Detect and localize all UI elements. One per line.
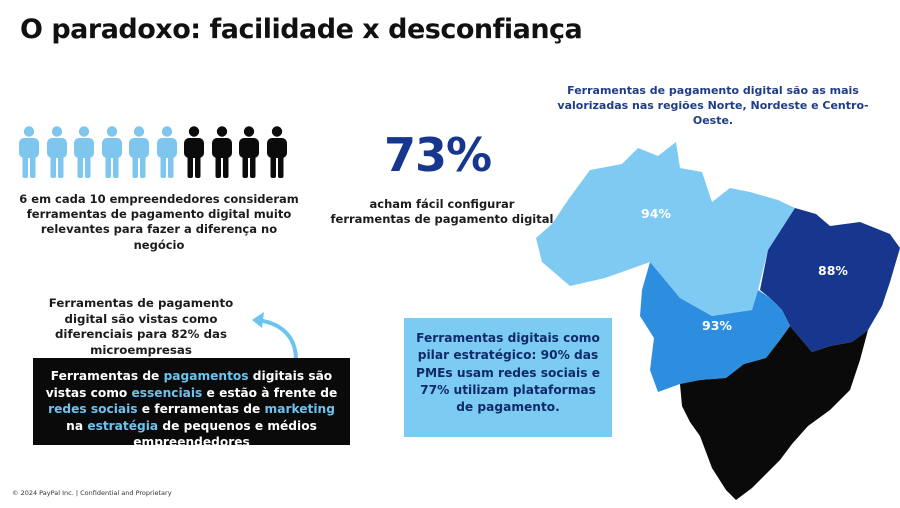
person-icon xyxy=(46,126,67,178)
curved-arrow-icon xyxy=(252,312,298,362)
six-in-ten-stat: 6 em cada 10 empreendedores consideram f… xyxy=(19,192,299,252)
person-icon xyxy=(19,126,39,178)
footer-copyright: © 2024 PayPal Inc. | Confidential and Pr… xyxy=(12,489,172,497)
dark-box-text: Ferramentas de pagamentos digitais são v… xyxy=(46,369,338,449)
text-segment: digitais são vistas como xyxy=(45,369,333,400)
blue-strategy-box: Ferramentas digitais como pilar estratég… xyxy=(404,318,612,437)
person-icon xyxy=(101,126,122,178)
person-icon xyxy=(129,126,149,178)
big-percent: 73% xyxy=(384,128,492,182)
highlight-word: redes sociais xyxy=(48,402,138,417)
people-pictogram xyxy=(18,126,292,178)
dark-highlight-box: Ferramentas de pagamentos digitais são v… xyxy=(33,358,350,449)
person-icon xyxy=(74,126,94,178)
region-centro-oeste xyxy=(640,262,790,392)
text-segment: e ferramentas de xyxy=(137,402,265,417)
label-norte: 94% xyxy=(641,206,671,221)
highlight-word: marketing xyxy=(264,402,335,417)
highlight-word: pagamentos xyxy=(163,369,249,383)
region-nordeste xyxy=(760,208,900,352)
highlight-word: estratégia xyxy=(87,418,159,433)
label-nordeste: 88% xyxy=(818,263,848,278)
text-segment: de pequenos e médios empreendedores xyxy=(133,418,317,450)
brazil-map: 94% 88% 93% xyxy=(536,142,900,500)
page-title: O paradoxo: facilidade x desconfiança xyxy=(20,14,583,45)
region-norte xyxy=(536,142,795,316)
person-icon xyxy=(184,126,204,178)
micro-stat: Ferramentas de pagamento digital são vis… xyxy=(48,296,234,357)
person-icon xyxy=(239,126,259,178)
map-caption: Ferramentas de pagamento digital são as … xyxy=(557,84,869,128)
person-icon xyxy=(211,126,232,178)
text-segment: Ferramentas de xyxy=(50,369,164,383)
text-segment: e estão à frente de xyxy=(202,385,338,400)
text-segment: na xyxy=(66,418,88,433)
person-icon xyxy=(266,126,287,178)
label-centro-oeste: 93% xyxy=(702,318,732,333)
region-sudeste-sul xyxy=(680,326,868,500)
big-percent-caption: acham fácil configurar ferramentas de pa… xyxy=(330,197,554,227)
highlight-word: essenciais xyxy=(131,385,203,400)
person-icon xyxy=(156,126,177,178)
